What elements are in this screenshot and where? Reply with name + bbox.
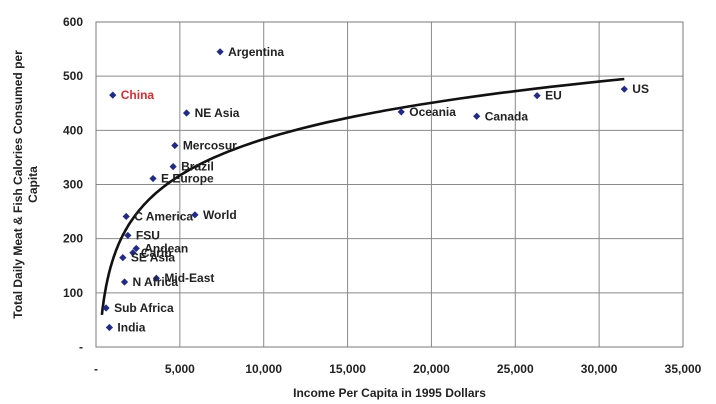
- point-label-andean: Andean: [144, 241, 188, 255]
- point-label-e-europe: E Europe: [161, 172, 214, 186]
- point-label-brazil: Brazil: [181, 160, 214, 174]
- data-point-oceania: [397, 108, 405, 116]
- y-tick-label: -: [79, 340, 83, 354]
- point-label-us: US: [632, 82, 649, 96]
- point-label-n-africa: N Africa: [133, 275, 179, 289]
- data-point-brazil: [169, 163, 177, 171]
- data-point-fsu: [124, 231, 132, 240]
- y-tick-label: 500: [63, 69, 83, 83]
- y-tick-label: 400: [63, 123, 83, 137]
- y-axis-title: Total Daily Meat & Fish Calories Consume…: [11, 50, 40, 319]
- data-point-china: [109, 91, 117, 99]
- point-label-argentina: Argentina: [228, 45, 284, 59]
- x-axis-ticks: - 5,000 10,000 15,000 20,000 25,000 30,000 35,0…: [94, 362, 702, 376]
- x-tick-label: 5,000: [165, 362, 195, 376]
- data-point-ne-asia: [182, 109, 191, 117]
- data-point-sub-africa: [102, 304, 110, 312]
- y-axis-ticks: - 100 200 300 400 500 600: [63, 15, 83, 354]
- data-points: Argentina China NE Asia Oceania Canada EU US Me…: [102, 45, 649, 335]
- data-point-eu: [533, 92, 541, 100]
- x-tick-label: 35,000: [665, 362, 702, 376]
- data-point-andean: [132, 244, 140, 253]
- y-tick-label: 200: [63, 232, 83, 246]
- y-axis-title-line1: Total Daily Meat & Fish Calories Consume…: [11, 50, 25, 319]
- point-label-china: China: [121, 88, 155, 102]
- data-point-se-asia: [119, 254, 127, 262]
- data-point-mid-east: [152, 274, 160, 282]
- data-point-e-europe: [149, 174, 157, 183]
- point-label-ne-asia: NE Asia: [195, 106, 240, 120]
- y-tick-label: 300: [63, 178, 83, 192]
- point-label-mercosur: Mercosur: [183, 139, 237, 153]
- point-label-eu: EU: [545, 89, 562, 103]
- x-tick-label: 25,000: [497, 362, 534, 376]
- y-tick-label: 600: [63, 15, 83, 29]
- data-point-c-america: [122, 212, 130, 221]
- data-point-us: [620, 85, 628, 93]
- x-tick-label: 15,000: [329, 362, 366, 376]
- x-tick-label: 30,000: [581, 362, 618, 376]
- gridlines: [95, 21, 684, 348]
- x-tick-label: 10,000: [245, 362, 282, 376]
- x-tick-label: 20,000: [413, 362, 450, 376]
- point-label-se-asia: SE Asia: [131, 251, 176, 265]
- data-point-n-africa: [120, 278, 129, 286]
- data-point-carib: [129, 249, 137, 257]
- point-label-india: India: [117, 321, 145, 335]
- plot-area-frame: [95, 21, 684, 348]
- data-point-canada: [473, 112, 481, 120]
- y-axis-title-line2: Capita: [26, 166, 40, 203]
- x-tick-label: -: [94, 362, 98, 376]
- point-label-mid-east: Mid-East: [164, 271, 214, 285]
- data-point-world: [191, 211, 199, 219]
- x-axis-title: Income Per Capita in 1995 Dollars: [293, 386, 486, 400]
- trendline: [100, 77, 625, 316]
- data-point-argentina: [216, 48, 224, 56]
- point-label-oceania: Oceania: [409, 105, 456, 119]
- point-label-carib: Carib: [141, 246, 172, 260]
- point-label-sub-africa: Sub Africa: [114, 301, 174, 315]
- point-label-fsu: FSU: [136, 228, 160, 242]
- data-point-mercosur: [171, 141, 179, 150]
- point-label-world: World: [203, 208, 237, 222]
- data-point-india: [105, 323, 114, 332]
- point-label-c-america: C America: [134, 209, 193, 223]
- point-label-canada: Canada: [485, 109, 529, 123]
- y-tick-label: 100: [63, 286, 83, 300]
